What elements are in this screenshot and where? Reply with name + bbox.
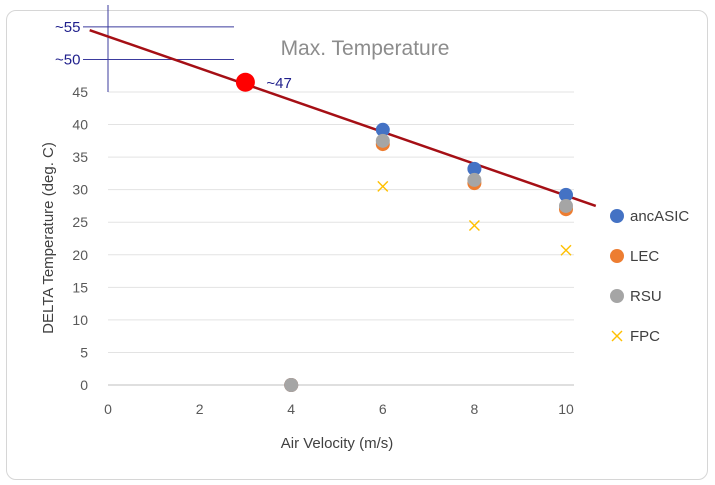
point-fpc-6: [377, 180, 389, 192]
point-fpc-8: [468, 219, 480, 231]
point-ancasic-10: [559, 187, 573, 202]
chart-title: Max. Temperature: [281, 37, 450, 60]
x-axis-label: Air Velocity (m/s): [281, 435, 394, 452]
y-tick-label-35: 35: [72, 149, 88, 165]
legend-label-ancasic: ancASIC: [630, 208, 689, 225]
highlight-point-label: ~47: [266, 75, 291, 92]
trendline-group: ~47: [89, 28, 597, 208]
point-rsu-4: [284, 378, 299, 392]
annotation-label-50: ~50: [55, 51, 80, 68]
trendline: [89, 28, 597, 208]
y-axis: 0 5 10 15 20 25 30 35 40 45: [72, 84, 88, 393]
annotations: ~55 ~50: [55, 5, 234, 92]
x-tick-label-10: 10: [558, 401, 574, 417]
data-marks: [284, 122, 573, 392]
y-tick-label-15: 15: [72, 279, 88, 295]
legend-label-lec: LEC: [630, 248, 659, 265]
legend-item-ancasic: ancASIC: [610, 208, 689, 225]
y-tick-label-10: 10: [72, 312, 88, 328]
y-tick-label-0: 0: [80, 377, 88, 393]
legend-marker-ancasic: [610, 209, 624, 223]
point-fpc-10: [560, 244, 572, 256]
x-tick-label-4: 4: [287, 401, 295, 417]
x-tick-label-2: 2: [196, 401, 204, 417]
legend-marker-rsu: [610, 289, 624, 303]
point-rsu-8: [467, 172, 482, 187]
legend: ancASIC LEC RSU FPC: [610, 208, 689, 345]
legend-item-rsu: RSU: [610, 288, 662, 305]
point-ancasic-6: [375, 122, 390, 137]
point-ancasic-8: [467, 161, 482, 176]
y-tick-label-25: 25: [72, 214, 88, 230]
legend-label-rsu: RSU: [630, 288, 662, 305]
x-axis: 0 2 4 6 8 10: [104, 401, 574, 417]
legend-item-fpc: FPC: [611, 328, 660, 345]
y-tick-label-5: 5: [80, 344, 88, 360]
x-tick-label-8: 8: [471, 401, 479, 417]
highlight-point: [235, 72, 255, 92]
series-rsu: [284, 133, 573, 392]
legend-label-fpc: FPC: [630, 328, 660, 345]
y-tick-label-30: 30: [72, 182, 88, 198]
x-tick-label-0: 0: [104, 401, 112, 417]
y-tick-label-40: 40: [72, 117, 88, 133]
annotation-label-55: ~55: [55, 19, 80, 36]
y-tick-label-45: 45: [72, 84, 88, 100]
point-rsu-6: [375, 133, 390, 148]
y-axis-label: DELTA Temperature (deg. C): [40, 142, 57, 334]
chart-frame: [6, 10, 708, 480]
series-fpc: [377, 180, 572, 256]
gridlines: [108, 91, 574, 386]
point-rsu-10: [559, 198, 573, 213]
x-tick-label-6: 6: [379, 401, 387, 417]
y-tick-label-20: 20: [72, 247, 88, 263]
legend-marker-lec: [610, 249, 624, 263]
series-ancasic: [284, 122, 573, 392]
series-lec: [284, 137, 573, 392]
legend-item-lec: LEC: [610, 248, 659, 265]
